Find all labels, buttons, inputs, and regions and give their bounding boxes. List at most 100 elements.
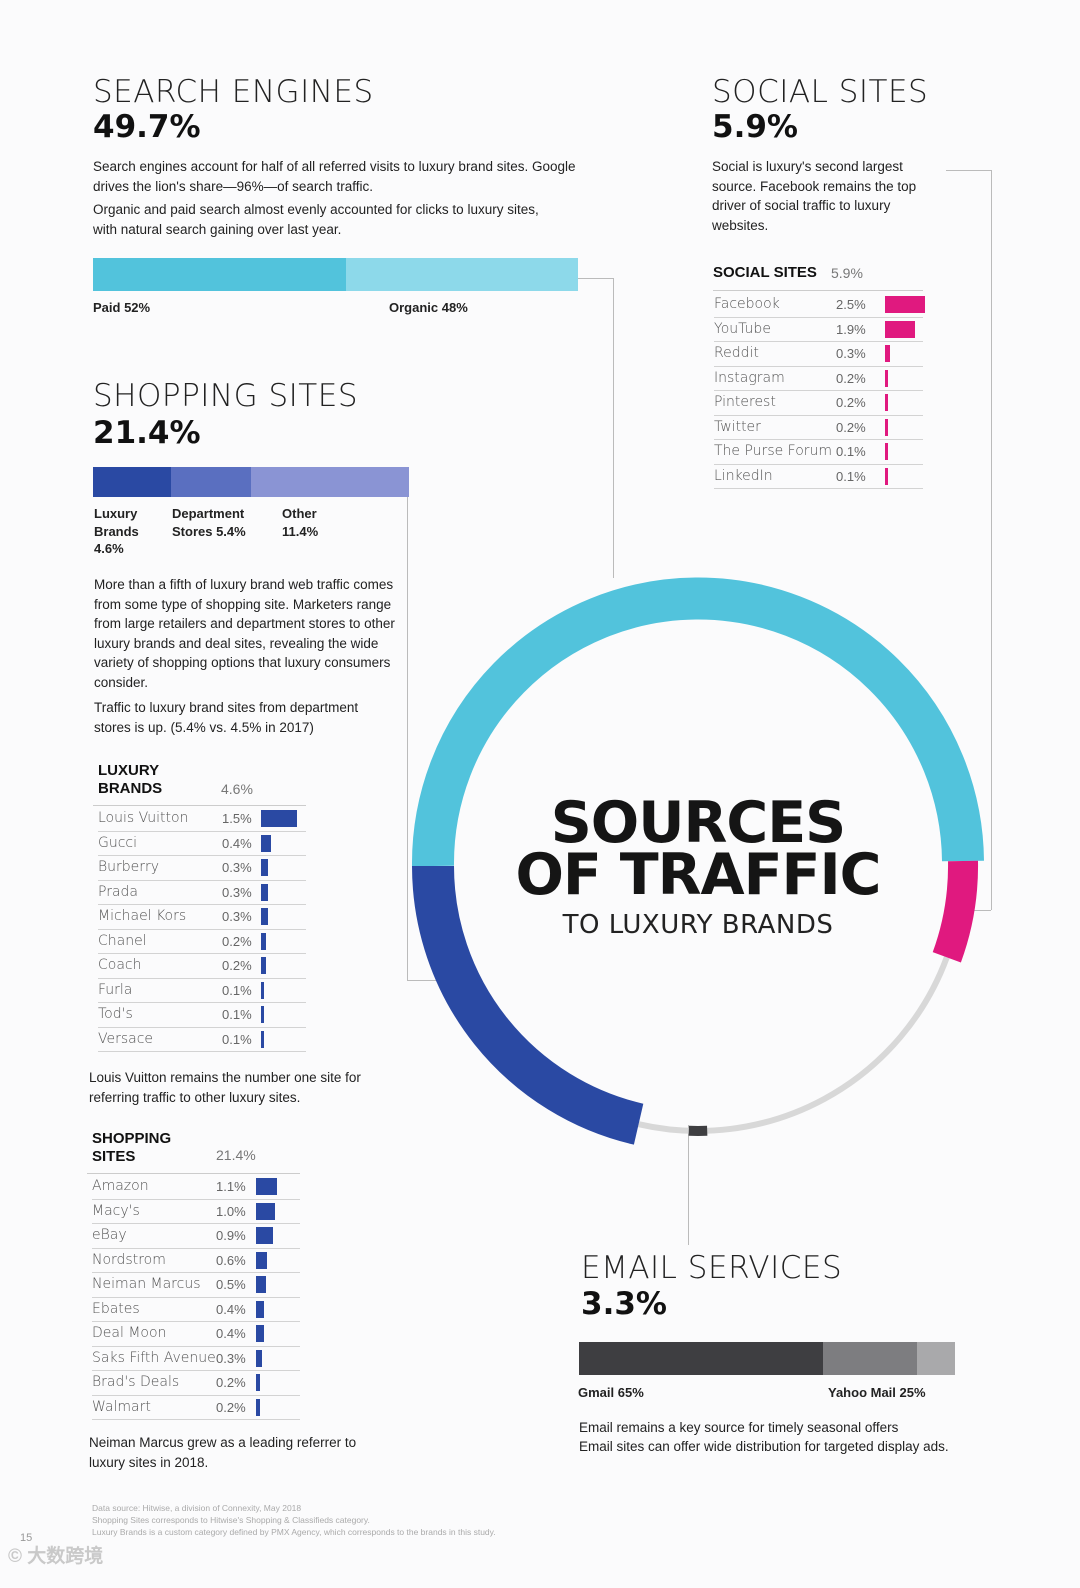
row-bar xyxy=(261,908,269,925)
row-value: 0.1% xyxy=(836,468,866,484)
page-number: 15 xyxy=(20,1532,33,1544)
email-other-bar xyxy=(917,1342,955,1375)
shopping-other-bar xyxy=(251,467,409,497)
table-row: The Purse Forum 0.1% xyxy=(714,440,923,465)
row-bar xyxy=(256,1251,268,1269)
luxury-table-title: LUXURY BRANDS xyxy=(98,762,163,797)
table-row: eBay 0.9% xyxy=(92,1224,300,1249)
search-organic-bar xyxy=(346,258,578,291)
table-row: Furla 0.1% xyxy=(98,979,306,1003)
table-row: LinkedIn 0.1% xyxy=(714,465,923,489)
row-value: 0.2% xyxy=(836,395,866,410)
row-value: 0.6% xyxy=(216,1252,246,1268)
row-value: 1.5% xyxy=(222,811,252,826)
row-label: YouTube xyxy=(714,320,771,337)
row-value: 0.1% xyxy=(836,444,866,459)
shopping-desc-2: Traffic to luxury brand sites from depar… xyxy=(94,700,359,735)
row-label: Twitter xyxy=(714,418,761,435)
row-label: Tod's xyxy=(98,1006,133,1022)
row-value: 0.3% xyxy=(222,860,252,875)
row-label: Gucci xyxy=(98,834,138,851)
row-value: 0.3% xyxy=(222,909,252,924)
row-bar xyxy=(261,1006,264,1023)
luxury-table-total: 4.6% xyxy=(221,781,253,797)
row-label: Nordstrom xyxy=(92,1251,166,1268)
watermark: © 大数跨境 xyxy=(8,1546,104,1567)
footer-note-1: Shopping Sites corresponds to Hitwise's … xyxy=(92,1515,370,1525)
table-row: Instagram 0.2% xyxy=(714,367,923,391)
email-desc-1: Email remains a key source for timely se… xyxy=(579,1420,899,1435)
row-bar xyxy=(261,957,266,974)
row-bar xyxy=(261,1030,264,1048)
shopping-dept-label: Department Stores 5.4% xyxy=(172,506,246,539)
table-row: Ebates 0.4% xyxy=(92,1298,300,1322)
row-label: The Purse Forum xyxy=(714,443,833,459)
table-row: Pinterest 0.2% xyxy=(714,391,923,416)
search-title: SEARCH ENGINES xyxy=(93,74,374,110)
row-label: Burberry xyxy=(98,859,160,875)
shop-table-total: 21.4% xyxy=(216,1147,256,1163)
row-bar xyxy=(256,1300,264,1318)
row-label: Prada xyxy=(98,883,138,900)
row-value: 1.0% xyxy=(216,1203,246,1219)
connector-social-h2 xyxy=(964,910,991,911)
row-bar xyxy=(261,981,264,999)
donut-segment-other xyxy=(637,956,950,1134)
social-table-divider xyxy=(713,290,923,291)
row-label: Walmart xyxy=(92,1398,151,1415)
row-bar xyxy=(885,467,888,485)
row-bar xyxy=(256,1398,260,1416)
row-label: Versace xyxy=(98,1030,154,1047)
shopping-title: SHOPPING SITES xyxy=(93,378,359,414)
row-value: 0.3% xyxy=(836,346,866,361)
table-row: Coach 0.2% xyxy=(98,954,306,979)
table-row: Nordstrom 0.6% xyxy=(92,1249,300,1273)
email-yahoo-bar xyxy=(823,1342,917,1375)
search-pct: 49.7% xyxy=(93,109,201,145)
connector-search-v xyxy=(613,278,614,578)
row-bar xyxy=(261,859,269,876)
row-bar xyxy=(256,1202,275,1220)
row-value: 1.9% xyxy=(836,321,866,337)
table-row: Tod's 0.1% xyxy=(98,1003,306,1028)
row-bar xyxy=(885,443,888,460)
table-row: Brad's Deals 0.2% xyxy=(92,1371,300,1396)
row-label: Neiman Marcus xyxy=(92,1276,201,1292)
table-row: Gucci 0.4% xyxy=(98,832,306,856)
connector-social xyxy=(946,170,991,171)
email-title: EMAIL SERVICES xyxy=(581,1250,843,1286)
row-value: 0.4% xyxy=(222,835,252,851)
row-label: Michael Kors xyxy=(98,908,187,924)
row-bar xyxy=(885,369,889,387)
table-row: YouTube 1.9% xyxy=(714,318,923,342)
social-desc: Social is luxury's second largest source… xyxy=(712,159,917,233)
table-row: Amazon 1.1% xyxy=(92,1175,300,1200)
row-label: Reddit xyxy=(714,345,759,361)
row-bar xyxy=(261,834,271,852)
connector-shopping-v xyxy=(407,497,408,980)
shopping-luxury-label: Luxury Brands 4.6% xyxy=(94,506,139,556)
social-pct: 5.9% xyxy=(712,109,798,145)
row-bar xyxy=(256,1178,277,1195)
search-organic-label: Organic 48% xyxy=(389,300,468,315)
row-value: 0.2% xyxy=(222,933,252,949)
shop-table-title: SHOPPING SITES xyxy=(92,1130,172,1165)
shopping-pct: 21.4% xyxy=(93,415,201,451)
shopping-other-label: Other 11.4% xyxy=(282,506,319,539)
row-label: Ebates xyxy=(92,1300,140,1317)
search-paid-bar xyxy=(93,258,346,291)
shopping-luxury-bar xyxy=(93,467,171,497)
connector-social-v xyxy=(991,170,992,910)
row-bar xyxy=(885,394,889,411)
row-value: 0.3% xyxy=(216,1350,246,1366)
search-paid-label: Paid 52% xyxy=(93,300,151,315)
table-row: Louis Vuitton 1.5% xyxy=(98,807,306,832)
social-table-total: 5.9% xyxy=(831,265,863,281)
row-bar xyxy=(261,810,297,827)
row-bar xyxy=(256,1276,266,1293)
table-row: Macy's 1.0% xyxy=(92,1200,300,1224)
shopping-desc-1: More than a fifth of luxury brand web tr… xyxy=(94,577,395,690)
center-title-1: SOURCES xyxy=(550,790,847,856)
row-value: 1.1% xyxy=(216,1179,246,1194)
row-value: 0.2% xyxy=(222,958,252,973)
